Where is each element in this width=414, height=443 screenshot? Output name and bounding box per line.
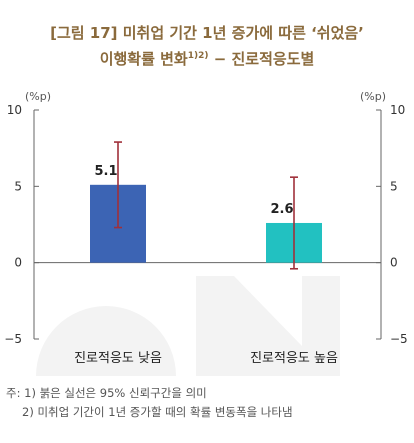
category-label-1: 진로적응도 낮음 xyxy=(74,351,162,366)
chart-notes: 주: 1) 붉은 실선은 95% 신뢰구간을 의미 2) 미취업 기간이 1년 … xyxy=(6,384,293,422)
data-label-2: 2.6 xyxy=(270,202,293,217)
right-axis-unit: (%p) xyxy=(360,90,386,103)
chart-title-main: 이행확률 변화 xyxy=(99,50,188,68)
left-tick-label: −5 xyxy=(4,332,22,346)
left-tick-label: 5 xyxy=(14,179,22,193)
note-item-2: 2) 미취업 기간이 1년 증가할 때의 확률 변동폭을 나타냄 xyxy=(22,405,293,419)
left-axis-unit: (%p) xyxy=(25,90,51,103)
category-label-2: 진로적응도 높음 xyxy=(250,351,338,366)
right-tick-label: 0 xyxy=(390,256,398,270)
note-prefix: 주: xyxy=(6,386,21,400)
left-tick-label: 0 xyxy=(14,256,22,270)
chart-title-footnote-marks: 1)2) xyxy=(187,51,209,61)
note-row-2: 2) 미취업 기간이 1년 증가할 때의 확률 변동폭을 나타냄 xyxy=(6,403,293,422)
chart-title-line2: 이행확률 변화1)2) − 진로적응도별 xyxy=(0,48,414,69)
left-tick-label: 10 xyxy=(7,103,22,117)
watermark-shape-right xyxy=(196,276,340,376)
watermark-shape-left xyxy=(36,306,176,376)
right-tick-label: 5 xyxy=(390,179,398,193)
right-tick-label: 10 xyxy=(390,103,405,117)
chart-title-tail: − 진로적응도별 xyxy=(208,50,315,68)
chart-title-line1: [그림 17] 미취업 기간 1년 증가에 따른 ‘쉬었음’ xyxy=(50,24,364,42)
note-row-1: 주: 1) 붉은 실선은 95% 신뢰구간을 의미 xyxy=(6,384,293,403)
data-label-1: 5.1 xyxy=(94,164,117,179)
right-tick-label: −5 xyxy=(390,332,408,346)
note-item-1: 1) 붉은 실선은 95% 신뢰구간을 의미 xyxy=(24,386,207,400)
